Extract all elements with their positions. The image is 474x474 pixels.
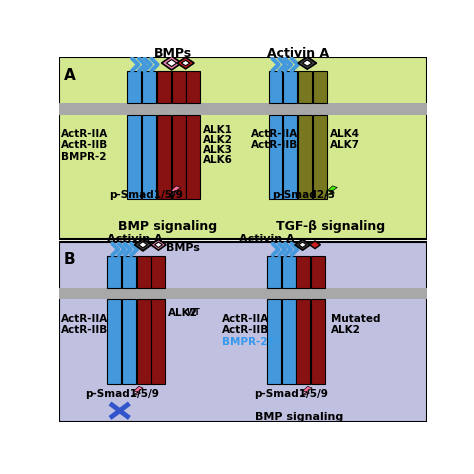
Bar (172, 115, 186, 200)
Bar (59, 57, 427, 239)
Polygon shape (162, 56, 182, 70)
Text: ActR-IIB: ActR-IIB (222, 325, 269, 335)
Bar (107, 255, 121, 288)
Bar (267, 255, 281, 288)
Bar (152, 255, 165, 288)
Bar (186, 71, 201, 103)
Polygon shape (301, 386, 312, 396)
Polygon shape (295, 239, 310, 250)
Bar (137, 255, 151, 288)
Text: BMPs: BMPs (154, 46, 192, 60)
Polygon shape (182, 60, 190, 66)
Bar (298, 115, 312, 200)
Text: ALK3: ALK3 (203, 145, 233, 155)
Polygon shape (155, 242, 162, 247)
Bar (142, 71, 156, 103)
Polygon shape (299, 242, 307, 247)
Bar (296, 255, 310, 288)
Bar (59, 242, 427, 422)
Bar (268, 115, 283, 200)
Polygon shape (151, 239, 166, 250)
Bar (296, 300, 310, 384)
Text: ALK7: ALK7 (330, 140, 360, 150)
Polygon shape (139, 242, 147, 248)
Bar (311, 300, 325, 384)
Bar (128, 115, 141, 200)
Text: ActR-IIA: ActR-IIA (61, 129, 108, 139)
Bar (152, 300, 165, 384)
Bar (311, 255, 325, 288)
Bar (59, 288, 427, 300)
Text: p-Smad1/5/9: p-Smad1/5/9 (255, 389, 328, 399)
Bar (282, 255, 296, 288)
Text: B: B (64, 253, 75, 267)
Text: p-Smad2/3: p-Smad2/3 (273, 191, 336, 201)
Polygon shape (310, 241, 320, 248)
Bar (283, 71, 297, 103)
Polygon shape (168, 186, 181, 196)
Text: ALK6: ALK6 (203, 155, 233, 165)
Polygon shape (177, 57, 194, 69)
Bar (122, 300, 136, 384)
Text: ALK2: ALK2 (330, 325, 360, 335)
Polygon shape (166, 60, 177, 66)
Text: Mutated: Mutated (330, 314, 380, 324)
Text: BMP signaling: BMP signaling (255, 412, 344, 422)
Polygon shape (298, 57, 317, 69)
Bar (186, 115, 201, 200)
Bar (172, 71, 186, 103)
Text: ALK1: ALK1 (203, 125, 233, 135)
Text: ActR-IIA: ActR-IIA (222, 314, 269, 324)
Bar (313, 115, 327, 200)
Bar (267, 300, 281, 384)
Bar (313, 71, 327, 103)
Bar (128, 71, 141, 103)
Text: TGF-β signaling: TGF-β signaling (276, 220, 385, 233)
Text: BMPs: BMPs (166, 243, 200, 253)
Text: ALK2: ALK2 (203, 135, 233, 145)
Bar (122, 255, 136, 288)
Bar (157, 115, 171, 200)
Text: ActR-IIA: ActR-IIA (61, 314, 108, 324)
Bar (107, 300, 121, 384)
Bar (157, 71, 171, 103)
Bar (59, 103, 427, 115)
Bar (142, 115, 156, 200)
Text: ActR-IIB: ActR-IIB (251, 140, 299, 150)
Text: Activin A: Activin A (239, 234, 295, 244)
Bar (283, 115, 297, 200)
Text: Activin A: Activin A (267, 46, 329, 60)
Text: BMPR-2: BMPR-2 (61, 152, 106, 162)
Text: A: A (64, 68, 76, 82)
Bar (137, 300, 151, 384)
Text: BMPR-2?: BMPR-2? (222, 337, 273, 347)
Text: p-Smad1/5/9: p-Smad1/5/9 (86, 389, 159, 399)
Polygon shape (135, 238, 152, 251)
Text: ALK4: ALK4 (330, 129, 360, 139)
Text: ActR-IIA: ActR-IIA (251, 129, 299, 139)
Text: WT: WT (187, 308, 201, 317)
Text: p-Smad1/5/9: p-Smad1/5/9 (109, 191, 183, 201)
Polygon shape (325, 186, 337, 196)
Polygon shape (302, 60, 312, 66)
Text: BMP signaling: BMP signaling (118, 220, 217, 233)
Bar (298, 71, 312, 103)
Bar (282, 300, 296, 384)
Text: Activin A: Activin A (107, 234, 163, 244)
Bar (268, 71, 283, 103)
Polygon shape (131, 386, 143, 396)
Text: ALK2: ALK2 (168, 308, 198, 318)
Text: ActR-IIB: ActR-IIB (61, 325, 108, 335)
Text: ActR-IIB: ActR-IIB (61, 140, 108, 150)
